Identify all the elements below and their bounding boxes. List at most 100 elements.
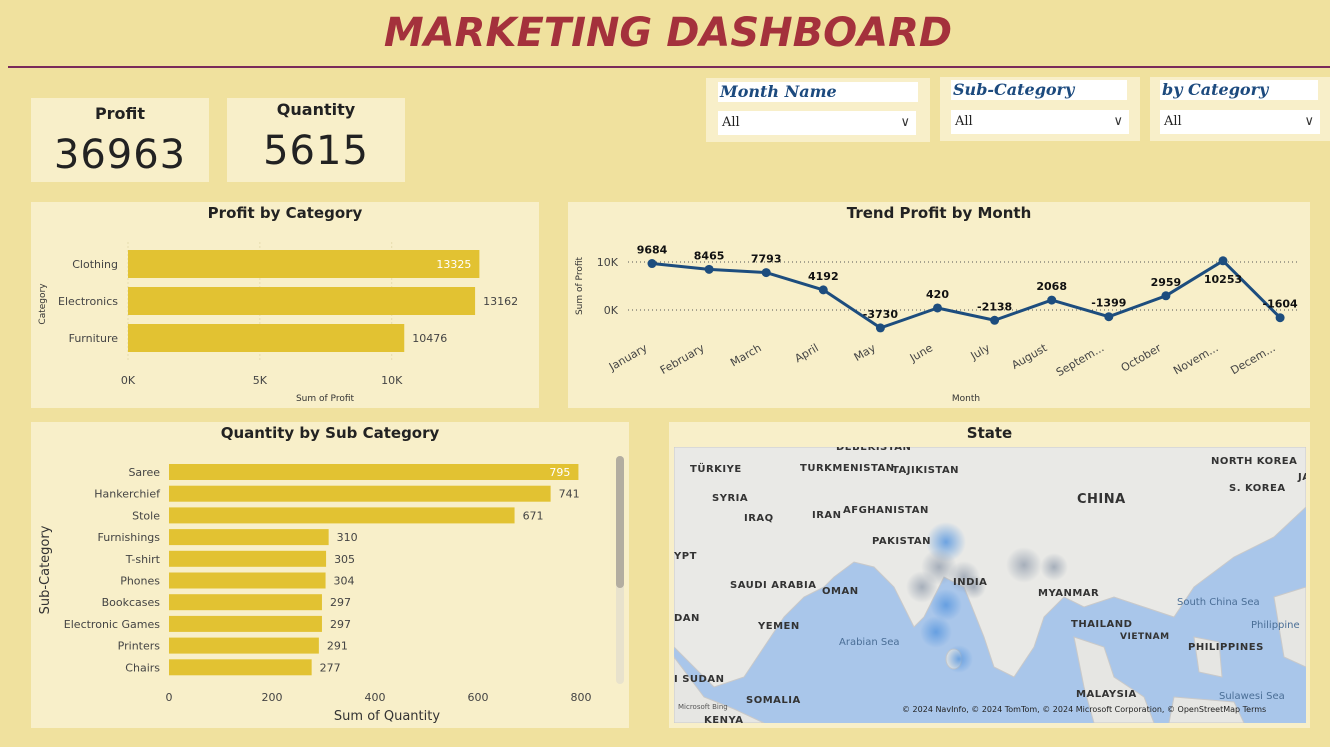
category-label: Chairs (125, 661, 160, 674)
x-tick-label: 0 (166, 691, 173, 704)
data-point (761, 268, 771, 278)
category-label: Furniture (69, 332, 119, 345)
data-point (818, 285, 828, 295)
y-axis-title: Sub-Category (38, 525, 53, 614)
slicer-dropdown-category[interactable]: All ∨ (1160, 110, 1320, 134)
x-tick-label: 600 (468, 691, 489, 704)
sea-label-sulawesi: Sulawesi Sea (1219, 691, 1285, 702)
title-divider (8, 66, 1330, 68)
data-label: 8465 (694, 249, 725, 262)
bar (169, 507, 515, 524)
x-tick-label: 200 (262, 691, 283, 704)
data-label: 671 (523, 509, 544, 522)
map-label-jai: JAI (1298, 472, 1306, 483)
profit-by-category-visual[interactable]: Profit by Category 0K 5K 10K Clothing 13325 E… (31, 202, 539, 408)
y-axis-title: Sum of Profit (575, 257, 585, 316)
data-point (1161, 291, 1171, 301)
sea-label-south-china: South China Sea (1177, 597, 1260, 608)
map-label-china: CHINA (1077, 492, 1126, 507)
bar (169, 485, 551, 502)
dashboard-title: MARKETING DASHBOARD (383, 10, 953, 56)
map-label-iran: IRAN (812, 510, 842, 521)
x-tick-label: 400 (365, 691, 386, 704)
dashboard-title-bar: MARKETING DASHBOARD (0, 0, 1336, 68)
bar (169, 464, 579, 480)
bing-logo: Microsoft Bing (678, 703, 728, 711)
map-label-turkmenistan: TURKMENISTAN (800, 463, 895, 474)
data-label: 277 (320, 661, 341, 674)
x-tick-label: 800 (571, 691, 592, 704)
slicer-title-category: by Category (1160, 80, 1318, 100)
data-label: 10253 (1204, 273, 1242, 286)
scrollbar-thumb[interactable] (616, 456, 624, 588)
map-label-thailand: THAILAND (1071, 619, 1133, 630)
series-line (651, 259, 1282, 330)
x-axis-title: Sum of Profit (296, 394, 355, 404)
slicer-value-subcategory: All (955, 114, 973, 129)
data-label: -1604 (1263, 298, 1299, 311)
category-label: Hankerchief (94, 488, 161, 501)
x-tick-label: 0K (121, 374, 136, 387)
category-label: Furnishings (98, 531, 161, 544)
data-label: 741 (559, 488, 580, 501)
scrollbar-track[interactable] (616, 456, 624, 684)
slicer-dropdown-month[interactable]: All ∨ (718, 111, 916, 135)
y-axis-title: Category (38, 283, 48, 325)
data-label: 420 (926, 288, 949, 301)
x-axis-title: Sum of Quantity (334, 709, 440, 724)
map-label-turkiye: TÜRKIYE (690, 464, 742, 475)
bar (169, 615, 322, 632)
profit-by-category-title: Profit by Category (207, 204, 363, 222)
map-label-somalia: SOMALIA (746, 695, 801, 706)
data-label: 10476 (412, 332, 447, 345)
x-tick-label: 5K (253, 374, 268, 387)
data-label: 9684 (637, 244, 668, 257)
slicer-month-name[interactable]: Month Name All ∨ (706, 78, 930, 142)
x-axis-title: Month (952, 394, 980, 404)
map-label-pakistan: PAKISTAN (872, 536, 931, 547)
data-point (875, 323, 885, 333)
map-label-india: INDIA (953, 577, 988, 588)
map-label-syria: SYRIA (712, 493, 749, 504)
map-label-kenya: KENYA (704, 715, 744, 723)
bar (128, 287, 476, 315)
chevron-down-icon: ∨ (1113, 114, 1123, 129)
slicer-category[interactable]: by Category All ∨ (1150, 77, 1330, 141)
data-label: 310 (337, 531, 358, 544)
y-tick-label: 10K (597, 256, 619, 269)
map-credit[interactable]: © 2024 NavInfo, © 2024 TomTom, © 2024 Mi… (902, 705, 1267, 714)
state-map[interactable]: DEBEKISTAN TÜRKIYE TURKMENISTAN TAJIKIST… (674, 447, 1306, 723)
state-map-title: State (966, 424, 1013, 442)
slicer-title-subcategory: Sub-Category (951, 80, 1127, 100)
map-label-sudan: I SUDAN (674, 674, 725, 685)
x-tick-label: Novem... (1171, 341, 1220, 377)
slicer-dropdown-subcategory[interactable]: All ∨ (951, 110, 1129, 134)
kpi-label-quantity: Quantity (276, 100, 356, 119)
x-tick-label: Septem... (1054, 341, 1106, 379)
map-label-myanmar: MYANMAR (1038, 588, 1100, 599)
data-point (704, 264, 714, 274)
x-tick-label: February (658, 341, 707, 377)
bar (128, 250, 480, 278)
x-tick-label: January (606, 341, 650, 374)
map-label-malaysia: MALAYSIA (1076, 689, 1137, 700)
x-tick-label: July (968, 341, 993, 363)
data-label: 304 (334, 575, 355, 588)
map-label-s-korea: S. KOREA (1229, 483, 1286, 494)
category-label: Electronics (58, 295, 118, 308)
trend-profit-by-month-visual[interactable]: Trend Profit by Month 10K 0K 9684 January 84… (568, 202, 1310, 408)
quantity-by-subcategory-visual[interactable]: Quantity by Sub Category Saree 795 Hankerc… (31, 422, 629, 728)
page-edge (1330, 0, 1336, 747)
kpi-label-profit: Profit (94, 104, 146, 123)
data-label: -1399 (1091, 297, 1126, 310)
slicer-sub-category[interactable]: Sub-Category All ∨ (940, 77, 1140, 141)
data-label: -2138 (977, 300, 1012, 313)
category-label: Printers (118, 640, 161, 653)
chevron-down-icon: ∨ (1304, 114, 1314, 129)
map-label-dan: DAN (674, 613, 700, 624)
slicer-title-month: Month Name (718, 82, 918, 102)
x-tick-label: October (1119, 341, 1164, 375)
x-tick-label: Decem... (1228, 341, 1277, 377)
kpi-value-profit: 36963 (53, 132, 187, 178)
x-tick-label: June (907, 341, 935, 365)
